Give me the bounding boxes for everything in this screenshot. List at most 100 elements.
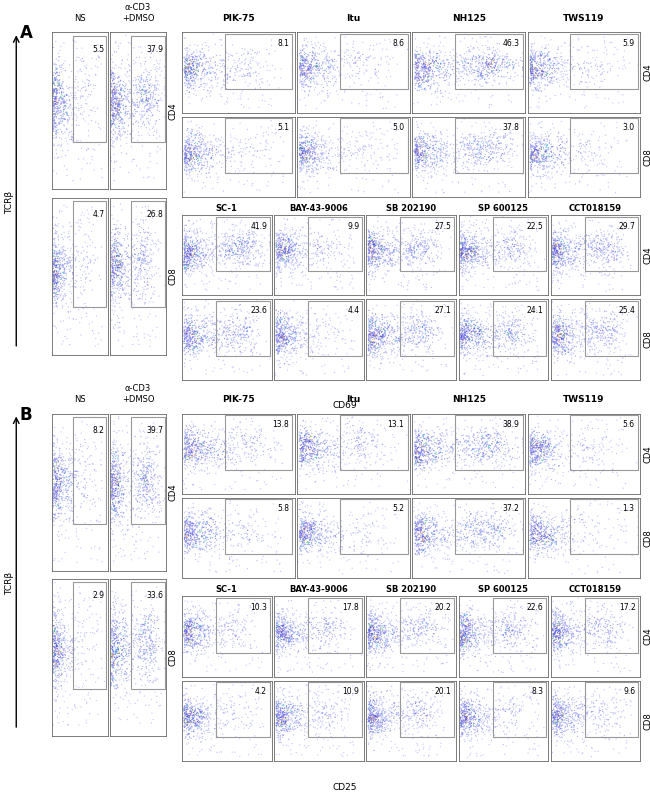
Point [499,71,509,84]
Point [484,98,495,111]
Point [107,255,118,268]
Point [370,330,380,343]
Point [233,146,244,159]
Point [51,466,61,478]
Point [416,52,426,65]
Point [79,456,90,469]
Point [365,133,375,146]
Point [312,550,322,563]
Point [207,149,218,162]
Point [287,621,297,634]
Point [298,536,308,549]
Point [390,621,400,634]
Point [364,231,374,244]
Point [396,638,407,651]
Point [335,60,346,73]
Point [296,136,306,149]
Point [55,116,65,129]
Point [464,717,474,730]
Point [367,326,378,339]
Point [137,245,148,258]
Point [515,629,526,642]
Point [183,700,194,713]
Point [270,62,281,75]
Point [370,713,381,726]
Point [235,236,245,249]
Point [439,49,450,62]
Point [332,536,342,549]
Point [118,448,128,461]
Point [489,54,500,67]
Point [278,619,289,632]
Point [242,562,253,575]
Point [278,645,288,658]
Point [188,525,198,538]
Point [552,238,563,251]
Point [144,669,155,682]
Point [508,481,518,494]
Point [135,163,145,176]
Point [206,61,216,74]
Point [483,517,493,530]
Point [260,515,270,528]
Point [71,109,81,122]
Point [590,618,601,631]
Point [195,79,205,92]
Point [428,517,439,530]
Point [60,95,70,108]
Point [109,244,119,257]
Point [617,623,627,636]
Point [60,663,70,676]
Point [73,217,83,230]
Point [412,62,423,75]
Point [489,330,500,343]
Point [114,467,125,480]
Point [182,302,192,315]
Point [328,740,339,753]
Point [146,716,157,729]
Point [231,456,241,469]
Point [289,625,299,638]
Point [606,246,617,259]
Point [330,530,341,543]
Point [185,516,196,529]
Point [229,624,239,637]
Point [368,622,378,635]
Point [52,626,62,639]
Point [608,282,618,295]
Text: 23.6: 23.6 [250,306,267,315]
Point [50,63,60,76]
Point [411,619,421,632]
Point [140,87,151,100]
Point [526,538,536,551]
Point [536,140,547,153]
Point [110,608,120,621]
Point [278,710,289,723]
Point [551,255,562,268]
Point [471,50,482,63]
Point [57,220,68,233]
Point [135,491,145,504]
Point [218,706,228,719]
Point [419,61,430,74]
Point [185,319,196,332]
Point [114,620,125,633]
Point [227,236,237,249]
Point [298,556,308,569]
Point [411,520,422,533]
Point [65,513,75,526]
Point [283,723,293,736]
Point [519,621,530,634]
Point [299,437,309,450]
Point [78,440,88,453]
Point [411,143,422,156]
Point [107,458,118,471]
Point [64,338,75,351]
Point [523,251,533,264]
Point [183,77,194,90]
Point [111,259,121,272]
Point [554,436,564,449]
Point [48,275,58,288]
Point [582,229,592,242]
Point [322,161,333,174]
